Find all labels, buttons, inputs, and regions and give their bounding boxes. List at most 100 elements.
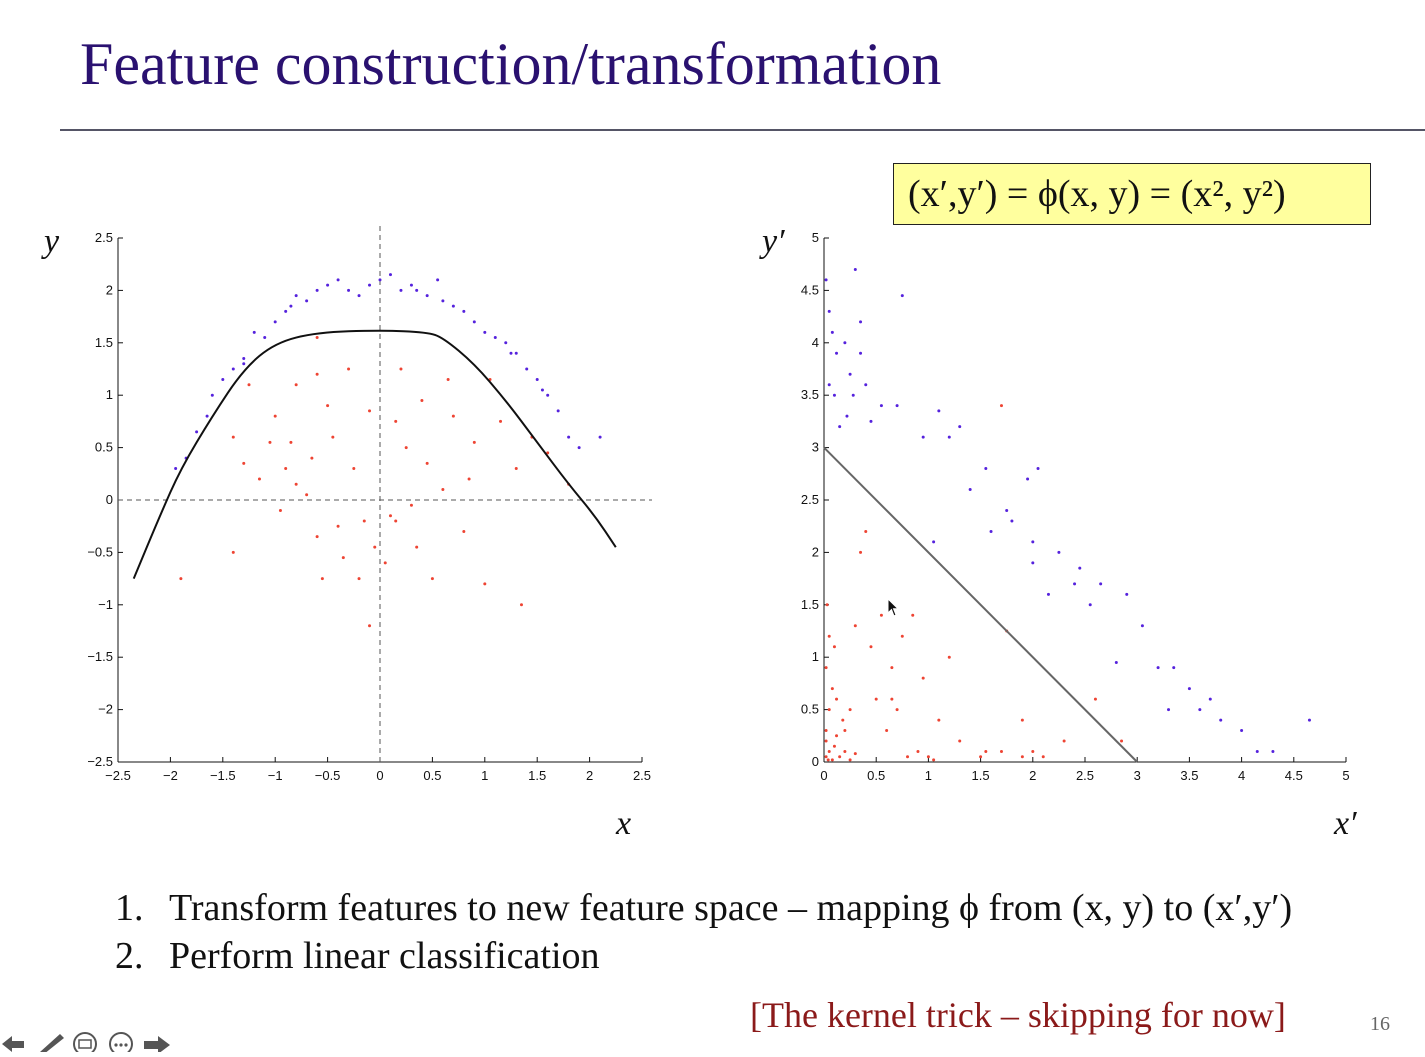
- data-point-outer-class: [540, 388, 544, 392]
- data-point-inner-class: [415, 545, 419, 549]
- data-point-inner-class: [843, 750, 847, 754]
- data-point-outer-class: [525, 367, 529, 371]
- data-point-outer-class: [827, 309, 831, 313]
- data-point-inner-class: [514, 467, 518, 471]
- chart-transformed-space: 0 0.5 1 1.5 2 2.5 3 3.5 4 4.5 5 0 0.5 1 1.5 2 2.5 3 3.5 4 4.…: [759, 223, 1357, 842]
- data-point-inner-class: [273, 414, 277, 418]
- formula-box: (x′,y′) = ϕ(x, y) = (x², y²): [893, 163, 1371, 225]
- data-point-inner-class: [848, 708, 852, 712]
- x-tick-label: 0: [376, 768, 383, 783]
- data-point-outer-class: [388, 273, 392, 277]
- data-point-outer-class: [835, 351, 839, 355]
- data-point-outer-class: [900, 294, 904, 298]
- list-item: 1. Transform features to new feature spa…: [115, 884, 1292, 932]
- data-point-outer-class: [567, 435, 571, 439]
- data-point-outer-class: [1255, 750, 1259, 754]
- data-point-outer-class: [864, 383, 868, 387]
- data-point-outer-class: [509, 351, 513, 355]
- data-point-outer-class: [305, 299, 309, 303]
- data-point-inner-class: [499, 419, 503, 423]
- data-point-inner-class: [373, 545, 377, 549]
- back-arrow-icon[interactable]: [2, 1036, 24, 1052]
- data-point-outer-class: [514, 351, 518, 355]
- data-point-outer-class: [1187, 687, 1191, 691]
- data-point-inner-class: [294, 383, 298, 387]
- data-point-outer-class: [853, 267, 857, 271]
- data-point-outer-class: [451, 304, 455, 308]
- data-point-inner-class: [394, 519, 398, 523]
- data-point-inner-class: [832, 645, 836, 649]
- data-point-inner-class: [231, 550, 235, 554]
- data-point-outer-class: [289, 304, 293, 308]
- data-point-inner-class: [268, 440, 272, 444]
- data-point-inner-class: [284, 467, 288, 471]
- data-point-inner-class: [824, 666, 828, 670]
- pen-icon[interactable]: [40, 1034, 64, 1054]
- list-text: Transform features to new feature space …: [169, 887, 1293, 929]
- data-point-inner-class: [879, 613, 883, 617]
- data-point-outer-class: [577, 446, 581, 450]
- data-point-outer-class: [462, 309, 466, 313]
- data-point-inner-class: [425, 461, 429, 465]
- data-point-outer-class: [357, 294, 361, 298]
- data-point-inner-class: [347, 367, 351, 371]
- y-tick-label: 3: [812, 440, 819, 455]
- x-tick-label: −2: [163, 768, 178, 783]
- data-point-outer-class: [932, 540, 936, 544]
- data-point-outer-class: [1219, 718, 1223, 722]
- data-point-outer-class: [242, 362, 246, 366]
- data-point-inner-class: [519, 603, 523, 607]
- data-point-inner-class: [835, 697, 839, 701]
- x-tick-label: −1.5: [210, 768, 236, 783]
- list-text: Perform linear classification: [169, 935, 600, 977]
- data-point-inner-class: [388, 514, 392, 518]
- data-point-inner-class: [853, 624, 857, 628]
- data-point-inner-class: [958, 739, 962, 743]
- y-tick-label: 2: [106, 282, 113, 297]
- data-point-outer-class: [1078, 566, 1082, 570]
- more-icon[interactable]: [109, 1032, 133, 1056]
- data-point-inner-class: [826, 758, 830, 762]
- data-point-inner-class: [368, 624, 372, 628]
- x-axis-title: x′: [1333, 805, 1357, 842]
- data-point-outer-class: [441, 299, 445, 303]
- steps-list: 1. Transform features to new feature spa…: [115, 884, 1292, 980]
- data-point-outer-class: [284, 309, 288, 313]
- data-point-inner-class: [841, 718, 845, 722]
- data-point-inner-class: [827, 750, 831, 754]
- data-point-inner-class: [824, 755, 828, 759]
- data-point-outer-class: [1271, 750, 1275, 754]
- data-point-inner-class: [1031, 750, 1035, 754]
- data-point-inner-class: [921, 676, 925, 680]
- data-point-outer-class: [859, 320, 863, 324]
- data-point-inner-class: [932, 758, 936, 762]
- y-tick-label: −2.5: [87, 754, 113, 769]
- data-point-inner-class: [310, 456, 314, 460]
- y-tick-label: 0.5: [801, 702, 819, 717]
- data-point-inner-class: [911, 613, 915, 617]
- data-point-inner-class: [999, 404, 1003, 408]
- data-point-inner-class: [979, 755, 983, 759]
- decision-boundary-curve: [132, 329, 617, 579]
- data-point-outer-class: [1307, 718, 1311, 722]
- data-point-outer-class: [368, 283, 372, 287]
- data-point-inner-class: [430, 577, 434, 581]
- data-point-outer-class: [824, 278, 828, 282]
- data-point-inner-class: [472, 440, 476, 444]
- forward-arrow-icon[interactable]: [144, 1036, 170, 1054]
- data-point-inner-class: [305, 493, 309, 497]
- data-point-outer-class: [242, 357, 246, 361]
- slides-icon[interactable]: [73, 1032, 97, 1056]
- decision-boundary-line: [823, 446, 1138, 763]
- x-tick-label: 5: [1342, 768, 1349, 783]
- x-tick-label: 4: [1238, 768, 1245, 783]
- data-point-inner-class: [830, 687, 834, 691]
- data-point-inner-class: [827, 634, 831, 638]
- data-point-inner-class: [483, 582, 487, 586]
- y-tick-label: 2: [812, 544, 819, 559]
- y-tick-label: 0: [812, 754, 819, 769]
- data-point-inner-class: [1093, 697, 1097, 701]
- data-point-outer-class: [425, 294, 429, 298]
- data-point-outer-class: [1031, 540, 1035, 544]
- data-point-inner-class: [420, 398, 424, 402]
